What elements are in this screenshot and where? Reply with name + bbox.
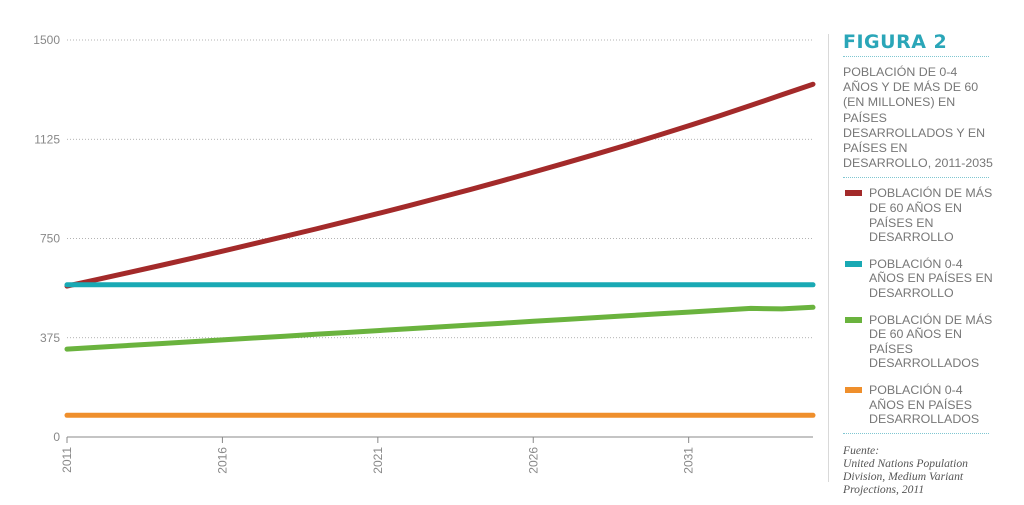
chart-subtitle: POBLACIÓN DE 0-4 AÑOS Y DE MÁS DE 60 (EN… xyxy=(843,65,993,171)
source-label: Fuente: xyxy=(843,443,880,457)
series-line-0 xyxy=(64,81,816,289)
legend-label: POBLACIÓN 0-4 AÑOS EN PAÍSES DESARROLLAD… xyxy=(869,382,980,427)
legend-swatch xyxy=(845,316,862,323)
figure-sidebar: FIGURA 2 POBLACIÓN DE 0-4 AÑOS Y DE MÁS … xyxy=(843,30,993,496)
legend-swatch xyxy=(845,260,862,267)
x-tick-label: 2031 xyxy=(682,447,696,474)
y-tick-label: 1125 xyxy=(34,132,60,146)
legend-item: POBLACIÓN DE MÁS DE 60 AÑOS EN PAÍSES EN… xyxy=(843,186,993,244)
legend-item: POBLACIÓN 0-4 AÑOS EN PAÍSES DESARROLLAD… xyxy=(843,383,993,427)
legend-item: POBLACIÓN DE MÁS DE 60 AÑOS EN PAÍSES DE… xyxy=(843,313,993,371)
line-chart: 0 375 750 1125 1500 2011 2016 2021 2026 2031 xyxy=(33,33,816,474)
series-line-2 xyxy=(64,304,816,352)
x-tick-label: 2026 xyxy=(526,447,540,474)
x-tick-label: 2011 xyxy=(60,447,74,473)
divider xyxy=(843,56,989,57)
source-note: Fuente: United Nations Population Divisi… xyxy=(843,444,993,496)
source-text: United Nations Population Division, Medi… xyxy=(843,456,968,496)
grid-lines xyxy=(67,39,813,339)
y-tick-label: 1500 xyxy=(33,33,60,47)
divider xyxy=(843,177,989,179)
y-tick-label: 375 xyxy=(40,331,60,345)
legend-label: POBLACIÓN 0-4 AÑOS EN PAÍSES EN DESARROL… xyxy=(869,256,993,300)
legend: POBLACIÓN DE MÁS DE 60 AÑOS EN PAÍSES EN… xyxy=(843,186,993,426)
legend-swatch xyxy=(845,190,862,197)
legend-label: POBLACIÓN DE MÁS DE 60 AÑOS EN PAÍSES DE… xyxy=(869,312,993,371)
axes: 0 375 750 1125 1500 2011 2016 2021 2026 2031 xyxy=(33,33,813,474)
divider xyxy=(843,432,989,434)
x-tick-label: 2021 xyxy=(371,447,385,474)
legend-label: POBLACIÓN DE MÁS DE 60 AÑOS EN PAÍSES EN… xyxy=(869,186,993,245)
figure-label: FIGURA 2 xyxy=(843,31,948,53)
y-tick-label: 0 xyxy=(53,430,60,444)
x-tick-label: 2016 xyxy=(215,447,229,474)
series-lines xyxy=(64,81,816,418)
y-tick-label: 750 xyxy=(40,232,60,246)
legend-swatch xyxy=(845,386,862,393)
sidebar-divider xyxy=(828,34,829,482)
legend-item: POBLACIÓN 0-4 AÑOS EN PAÍSES EN DESARROL… xyxy=(843,257,993,301)
